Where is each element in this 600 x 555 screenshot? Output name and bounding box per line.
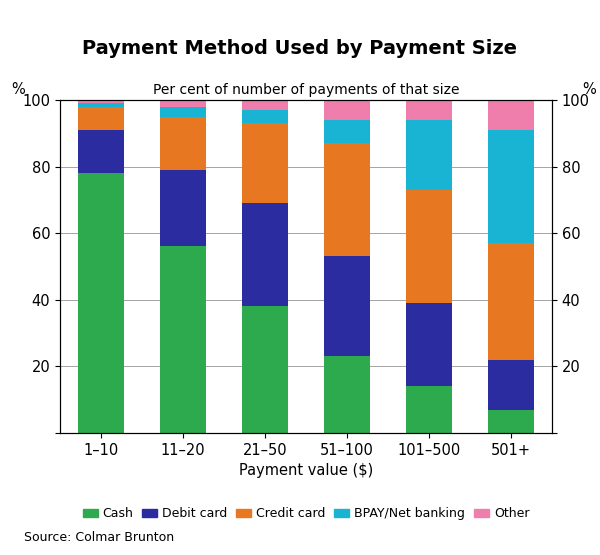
Bar [79,103,124,107]
Bar [488,243,533,360]
Text: %: % [11,82,25,97]
Bar [160,107,206,117]
Text: %: % [582,82,596,97]
Bar [406,303,452,386]
Bar [79,130,124,173]
Bar [488,100,533,130]
Bar [160,100,206,107]
Bar [79,107,124,130]
Bar [488,130,533,243]
Bar [325,143,370,256]
Legend: Cash, Debit card, Credit card, BPAY/Net banking, Other: Cash, Debit card, Credit card, BPAY/Net … [77,502,535,526]
Bar [325,256,370,356]
Title: Per cent of number of payments of that size: Per cent of number of payments of that s… [153,83,459,97]
Bar [325,100,370,120]
Bar [406,190,452,303]
Bar [488,360,533,410]
Bar [79,173,124,433]
Text: Payment Method Used by Payment Size: Payment Method Used by Payment Size [83,39,517,58]
Bar [160,170,206,246]
Bar [242,203,287,306]
Bar [406,386,452,433]
Bar [325,120,370,143]
Bar [325,356,370,433]
Bar [160,117,206,170]
Bar [242,100,287,110]
Bar [242,110,287,123]
Bar [242,306,287,433]
Bar [406,100,452,120]
Bar [488,410,533,433]
Bar [79,100,124,103]
Bar [160,246,206,433]
Text: Source: Colmar Brunton: Source: Colmar Brunton [24,531,174,544]
X-axis label: Payment value ($): Payment value ($) [239,463,373,478]
Bar [406,120,452,190]
Bar [242,123,287,203]
